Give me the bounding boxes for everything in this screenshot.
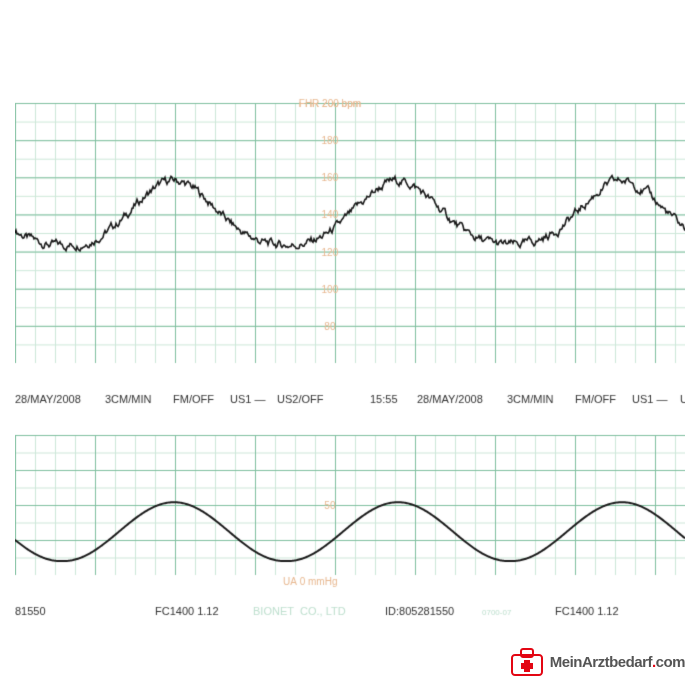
brand-text: MeinArztbedarf.com [550,654,685,671]
medical-kit-icon [510,647,544,677]
brand-text-pre: MeinArztbedarf [550,654,652,671]
brand-text-post: com [656,654,685,671]
ctg-canvas [15,15,685,685]
ctg-strip-frame: MeinArztbedarf.com [15,15,685,685]
chart-canvas-holder [15,15,685,685]
brand-logo: MeinArztbedarf.com [510,647,685,677]
